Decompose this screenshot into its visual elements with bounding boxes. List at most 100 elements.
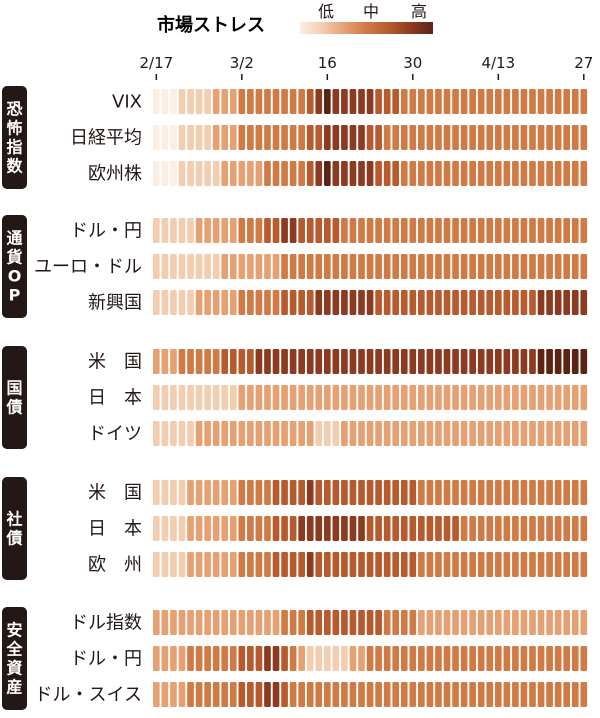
- heatmap-cell: [153, 254, 160, 279]
- heatmap-cell: [332, 254, 340, 279]
- heatmap-cell: [400, 218, 408, 243]
- heatmap-cell: [358, 385, 365, 410]
- row-label: 日 本: [88, 388, 142, 409]
- heatmap-cell: [195, 385, 203, 410]
- heatmap-cell: [580, 161, 588, 186]
- heatmap-cell: [289, 89, 297, 114]
- heatmap-cell: [537, 552, 545, 577]
- heatmap-cell: [460, 646, 468, 671]
- heatmap-cell: [281, 254, 288, 279]
- heatmap-cell: [341, 290, 348, 315]
- heatmap-cell: [289, 610, 297, 635]
- heatmap-cell: [306, 349, 314, 374]
- heatmap-cell: [375, 89, 382, 114]
- heatmap-cell: [221, 385, 229, 410]
- heatmap-cell: [460, 610, 468, 635]
- heatmap-cell: [272, 682, 280, 707]
- heatmap-cell: [212, 646, 220, 671]
- heatmap-cell: [418, 516, 425, 541]
- heatmap-cell: [161, 89, 169, 114]
- heatmap-cell: [187, 349, 194, 374]
- heatmap-cell: [392, 254, 400, 279]
- heatmap-cell: [469, 161, 476, 186]
- heatmap-cell: [204, 421, 211, 446]
- heatmap-cell: [580, 89, 588, 114]
- heatmap-cell: [443, 290, 451, 315]
- heatmap-cell: [512, 290, 519, 315]
- group-label-box: [2, 607, 27, 710]
- heatmap-cell: [554, 480, 562, 505]
- legend-gradient-bar: [300, 22, 433, 34]
- heatmap-cell: [281, 610, 288, 635]
- heatmap-cell: [512, 349, 519, 374]
- heatmap-cell: [238, 89, 246, 114]
- heatmap-cell: [195, 421, 203, 446]
- heatmap-cell: [554, 682, 562, 707]
- heatmap-cell: [537, 218, 545, 243]
- heatmap-cell: [153, 385, 160, 410]
- heatmap-cell: [486, 552, 494, 577]
- heatmap-cell: [520, 646, 528, 671]
- heatmap-cell: [546, 610, 553, 635]
- heatmap-cell: [494, 682, 502, 707]
- group-label-box: [2, 86, 27, 189]
- heatmap-cell: [512, 610, 519, 635]
- heatmap-cell: [161, 218, 169, 243]
- x-tick-label: 3/2: [230, 54, 254, 72]
- heatmap-cell: [512, 161, 519, 186]
- heatmap-cell: [170, 290, 177, 315]
- heatmap-cell: [503, 254, 511, 279]
- heatmap-cell: [494, 646, 502, 671]
- heatmap-cell: [161, 385, 169, 410]
- heatmap-cell: [494, 290, 502, 315]
- legend-level-0: 低: [318, 2, 334, 21]
- heatmap-cell: [281, 161, 288, 186]
- heatmap-cell: [469, 290, 476, 315]
- heatmap-cell: [435, 646, 442, 671]
- heatmap-cell: [512, 480, 519, 505]
- heatmap-cell: [306, 125, 314, 150]
- heatmap-cell: [289, 254, 297, 279]
- heatmap-cell: [366, 89, 374, 114]
- heatmap-cell: [332, 89, 340, 114]
- heatmap-cell: [383, 89, 391, 114]
- heatmap-cell: [418, 385, 425, 410]
- heatmap-cell: [563, 161, 571, 186]
- heatmap-cell: [255, 89, 263, 114]
- heatmap-cell: [486, 480, 494, 505]
- heatmap-cell: [281, 125, 288, 150]
- heatmap-cell: [281, 646, 288, 671]
- heatmap-cell: [204, 254, 211, 279]
- heatmap-cell: [161, 552, 169, 577]
- heatmap-cell: [247, 89, 254, 114]
- heatmap-cell: [529, 254, 536, 279]
- heatmap-cell: [520, 516, 528, 541]
- heatmap-cell: [366, 125, 374, 150]
- heatmap-cell: [298, 646, 305, 671]
- heatmap-cell: [332, 552, 340, 577]
- heatmap-cell: [494, 89, 502, 114]
- heatmap-cell: [460, 218, 468, 243]
- heatmap-cell: [443, 682, 451, 707]
- heatmap-cell: [452, 125, 459, 150]
- heatmap-cell: [221, 552, 229, 577]
- heatmap-cell: [486, 385, 494, 410]
- heatmap-cell: [392, 421, 400, 446]
- heatmap-cell: [375, 552, 382, 577]
- heatmap-cell: [537, 682, 545, 707]
- heatmap-cell: [392, 349, 400, 374]
- heatmap-cell: [178, 89, 186, 114]
- heatmap-cell: [477, 290, 485, 315]
- heatmap-cell: [426, 516, 434, 541]
- heatmap-cell: [229, 385, 237, 410]
- heatmap-cell: [375, 610, 382, 635]
- heatmap-cell: [554, 421, 562, 446]
- heatmap-cell: [153, 89, 160, 114]
- row-label: 日 本: [88, 519, 142, 540]
- heatmap-cell: [229, 218, 237, 243]
- heatmap-cell: [520, 125, 528, 150]
- heatmap-cell: [170, 349, 177, 374]
- heatmap-cell: [323, 610, 331, 635]
- heatmap-cell: [400, 610, 408, 635]
- heatmap-cell: [298, 385, 305, 410]
